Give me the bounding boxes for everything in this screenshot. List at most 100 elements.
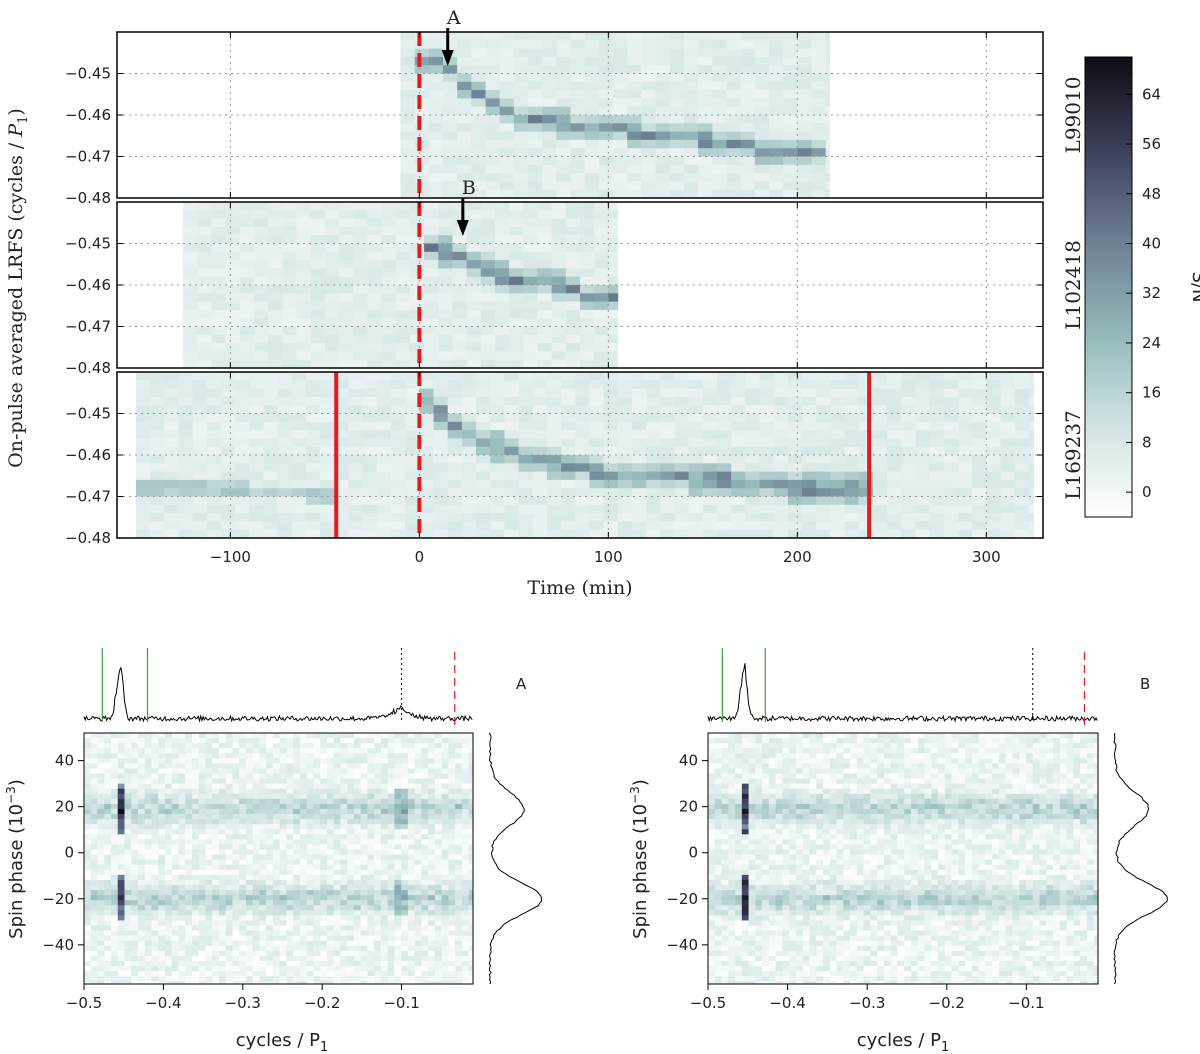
- heatmap-cell: [263, 504, 279, 514]
- spectrogram-cell: [299, 874, 307, 881]
- heatmap-cell: [466, 276, 482, 286]
- spectrogram-cell: [340, 981, 348, 985]
- heatmap-cell: [731, 504, 746, 514]
- spectrogram-cell: [306, 930, 314, 936]
- heatmap-cell: [452, 276, 468, 286]
- heatmap-cell: [943, 471, 959, 481]
- heatmap-cell: [471, 73, 486, 83]
- heatmap-cell: [391, 446, 406, 456]
- heatmap-cell: [598, 40, 614, 49]
- spectrogram-cell: [239, 738, 247, 744]
- heatmap-cell: [362, 455, 378, 464]
- spectrogram-cell: [266, 966, 274, 972]
- heatmap-cell: [1014, 405, 1030, 414]
- heatmap-cell: [485, 131, 501, 141]
- heatmap-cell: [239, 285, 255, 294]
- heatmap-cell: [872, 413, 888, 423]
- spectrogram-cell: [185, 758, 193, 764]
- heatmap-cell: [584, 90, 600, 99]
- heatmap-cell: [504, 471, 519, 481]
- spectrogram-cell: [137, 834, 146, 840]
- spectrogram-cell: [245, 920, 253, 926]
- heatmap-cell: [348, 488, 364, 497]
- spectrogram-cell: [218, 738, 227, 744]
- spectrogram-cell: [293, 945, 301, 952]
- heatmap-cell: [1000, 446, 1016, 456]
- heatmap-cell: [254, 276, 269, 286]
- spectrogram-cell: [117, 819, 125, 825]
- heatmap-cell: [334, 380, 349, 389]
- spectrogram-cell: [178, 864, 186, 871]
- spectrogram-cell: [387, 849, 395, 855]
- heatmap-cell: [731, 521, 746, 531]
- spectrogram-cell: [110, 758, 119, 764]
- spectrogram-cell: [144, 824, 152, 830]
- heatmap-cell: [816, 380, 831, 389]
- heatmap-cell: [466, 343, 482, 352]
- heatmap-cell: [339, 226, 354, 236]
- spectrogram-cell: [374, 864, 382, 871]
- heatmap-cell: [660, 521, 675, 531]
- spectrogram-cell: [164, 895, 173, 901]
- heatmap-cell: [282, 235, 297, 244]
- spectrogram-cell: [144, 783, 152, 790]
- heatmap-cell: [324, 243, 340, 253]
- heatmap-cell: [376, 504, 392, 514]
- spectrogram-cell: [252, 773, 260, 779]
- spectrogram-cell: [326, 981, 334, 985]
- heatmap-cell: [594, 285, 609, 294]
- heatmap-cell: [183, 268, 198, 278]
- heatmap-cell: [135, 471, 151, 481]
- heatmap-cell: [811, 164, 827, 174]
- heatmap-cell: [542, 90, 557, 99]
- spectrogram-cell: [347, 753, 355, 759]
- spectrogram-cell: [104, 900, 112, 906]
- spectrogram-cell: [232, 945, 240, 952]
- heatmap-cell: [419, 380, 434, 389]
- heatmap-cell: [428, 98, 444, 108]
- heatmap-cell: [655, 81, 671, 91]
- heatmap-cell: [565, 218, 581, 228]
- heatmap-cell: [702, 446, 718, 456]
- heatmap-cell: [627, 156, 642, 166]
- spectrogram-cell: [232, 743, 240, 749]
- heatmap-cell: [598, 48, 614, 58]
- spectrogram-cell: [306, 915, 314, 921]
- spectrogram-cell: [144, 955, 152, 962]
- spectrogram-cell: [293, 900, 301, 906]
- spectrogram-cell: [347, 960, 355, 967]
- spectrogram-cell: [164, 950, 173, 957]
- heatmap-cell: [249, 455, 264, 464]
- spectrogram-cell: [97, 981, 105, 985]
- heatmap-cell: [759, 463, 775, 472]
- heatmap-cell: [211, 285, 227, 294]
- heatmap-cell: [589, 430, 605, 439]
- heatmap-cell: [986, 396, 1001, 406]
- heatmap-cell: [712, 164, 727, 174]
- spectrogram-cell: [266, 874, 274, 881]
- spectrogram-cell: [131, 976, 139, 982]
- heatmap-cell: [442, 98, 458, 108]
- spectrogram-cell: [110, 915, 119, 921]
- heatmap-cell: [235, 521, 250, 531]
- heatmap-cell: [532, 479, 548, 489]
- heatmap-cell: [428, 81, 444, 91]
- heatmap-cell: [712, 81, 727, 91]
- heatmap-cell: [320, 430, 335, 439]
- spectrogram-cell: [104, 753, 112, 759]
- spectrogram-cell: [320, 976, 328, 982]
- spectrogram-cell: [279, 793, 287, 800]
- heatmap-cell: [452, 343, 468, 352]
- heatmap-cell: [305, 488, 321, 497]
- spectrogram-cell: [252, 864, 260, 871]
- spectrogram-cell: [90, 793, 98, 800]
- heatmap-cell: [669, 73, 685, 83]
- spectrogram-cell: [320, 819, 328, 825]
- heatmap-cell: [589, 521, 605, 531]
- spectrogram-cell: [198, 854, 206, 860]
- spectrogram-cell: [239, 910, 247, 916]
- spectrogram-cell: [299, 738, 307, 744]
- heatmap-cell: [1000, 504, 1016, 514]
- heatmap-cell: [759, 421, 775, 431]
- spectrogram-cell: [333, 900, 341, 906]
